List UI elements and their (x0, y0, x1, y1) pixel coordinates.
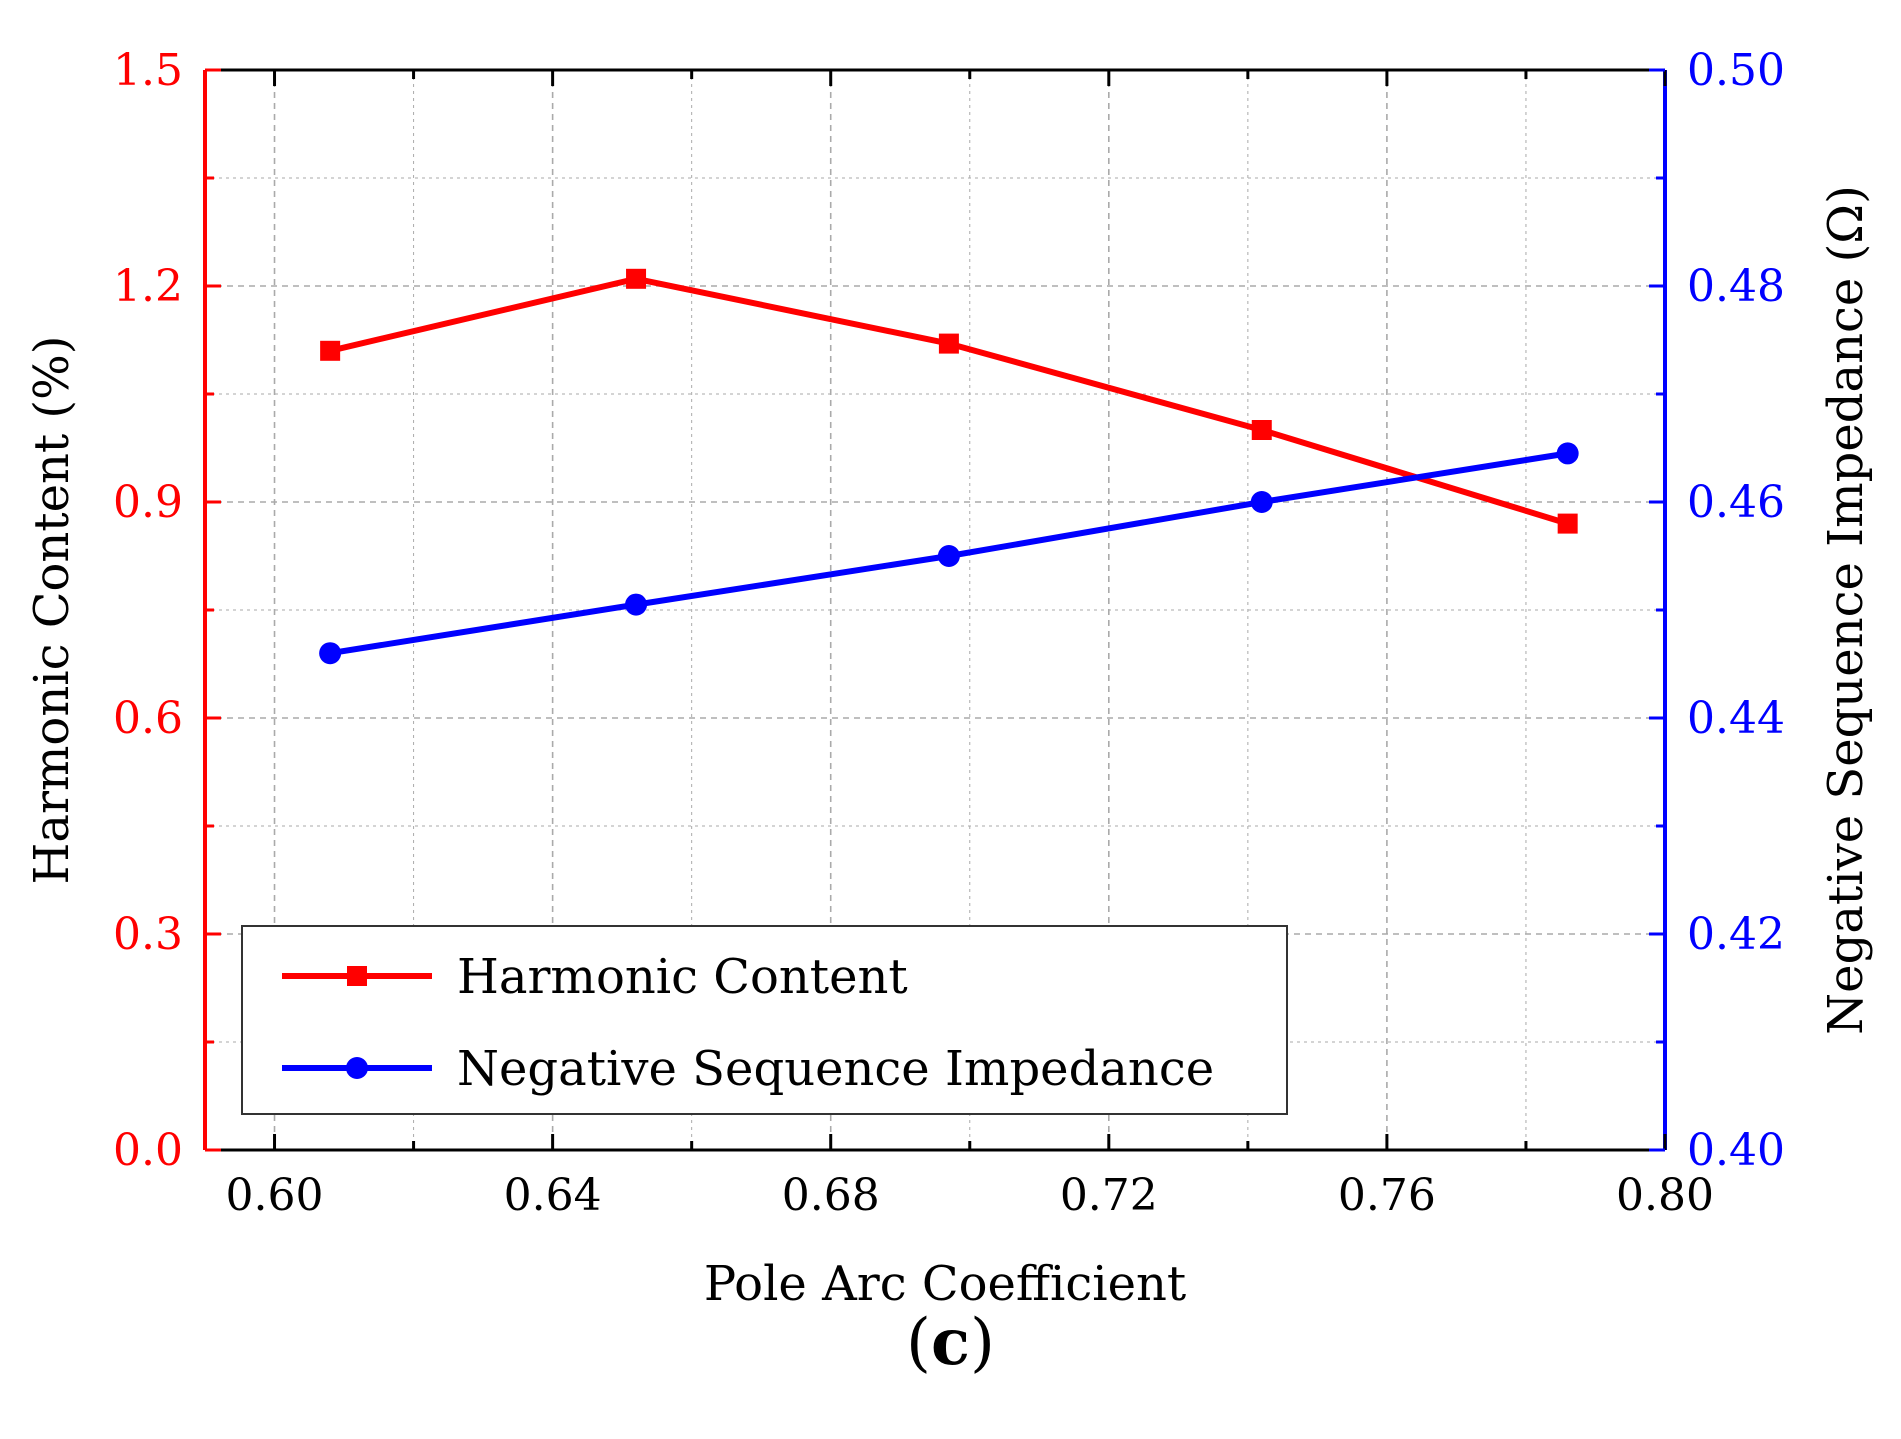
right-y-tick-label: 0.42 (1687, 909, 1785, 960)
x-tick-label: 0.68 (782, 1170, 880, 1221)
negative-sequence-impedance-point (319, 642, 342, 665)
right-y-tick-label: 0.40 (1687, 1125, 1785, 1176)
caption-open-paren: ( (906, 1306, 932, 1380)
left-y-tick-label: 0.0 (113, 1125, 183, 1176)
legend-square-marker (347, 966, 367, 986)
figure-caption: (c) (0, 1305, 1901, 1380)
negative-sequence-impedance-point (625, 593, 648, 616)
series-layer (319, 268, 1579, 665)
x-tick-label: 0.64 (504, 1170, 602, 1221)
caption-close-paren: ) (969, 1306, 995, 1380)
left-y-tick-label: 0.6 (113, 693, 183, 744)
x-tick-label: 0.60 (226, 1170, 324, 1221)
harmonic-content-point (1251, 420, 1272, 440)
negative-sequence-impedance-point (1556, 442, 1579, 465)
legend-entry-label: Negative Sequence Impedance (457, 1041, 1214, 1097)
right-y-tick-label: 0.44 (1687, 693, 1785, 744)
harmonic-content-point (626, 268, 647, 289)
legend-circle-marker (346, 1057, 368, 1079)
left-y-tick-label: 1.2 (113, 261, 183, 312)
left-y-tick-label: 0.9 (113, 477, 183, 528)
harmonic-content-line (329, 275, 1569, 527)
harmonic-content-point (1557, 513, 1578, 534)
left-y-tick-label: 0.3 (113, 909, 183, 960)
x-tick-label: 0.72 (1060, 1170, 1158, 1221)
left-y-tick-label: 1.5 (113, 45, 183, 96)
right-y-axis-label: Negative Sequence Impedance (Ω) (1818, 185, 1874, 1035)
harmonic-content-point (938, 333, 959, 354)
right-y-tick-label: 0.46 (1687, 477, 1785, 528)
negative-sequence-impedance-point (1250, 491, 1273, 513)
left-y-axis-label: Harmonic Content (%) (24, 336, 80, 885)
right-y-tick-label: 0.48 (1687, 261, 1785, 312)
x-tick-label: 0.76 (1338, 1170, 1436, 1221)
right-y-tick-label: 0.50 (1687, 45, 1785, 96)
legend-entry-label: Harmonic Content (457, 949, 908, 1005)
legend: Harmonic Content Negative Sequence Impeda… (241, 925, 1288, 1115)
axes-layer: 0.60 0.64 0.68 0.72 0.76 0.80 0.0 0.3 0.6 0.9 1.2 1… (24, 45, 1874, 1312)
harmonic-content-point (320, 340, 341, 361)
caption-letter: c (931, 1305, 970, 1380)
legend-box (241, 925, 1288, 1115)
negative-sequence-impedance-point (937, 545, 960, 567)
x-axis-label: Pole Arc Coefficient (704, 1256, 1186, 1312)
x-tick-label: 0.80 (1616, 1170, 1714, 1221)
